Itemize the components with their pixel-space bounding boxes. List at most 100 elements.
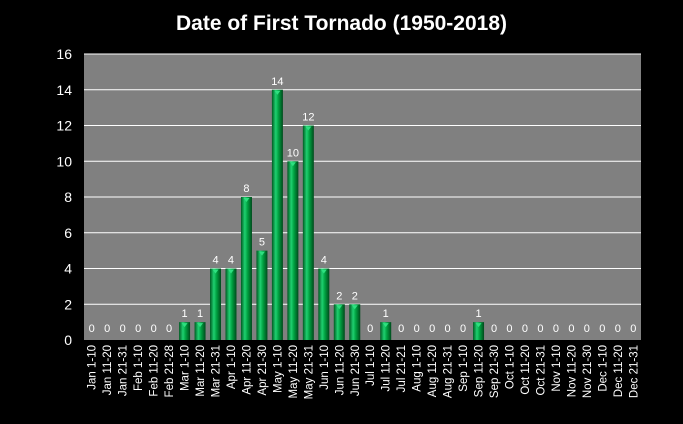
data-label: 12 (302, 112, 314, 124)
x-tick-label: Aug 21-31 (443, 345, 455, 398)
bar-cap (320, 269, 327, 274)
x-tick-label: Feb 1-10 (133, 345, 145, 391)
bar-cap (382, 323, 389, 328)
data-label: 0 (166, 323, 172, 335)
bar-cap (475, 323, 482, 328)
bar (333, 304, 345, 340)
x-tick-label: May 21-31 (303, 345, 315, 399)
bar (256, 250, 268, 340)
x-tick-label: Mar 21-31 (211, 345, 223, 397)
data-label: 0 (537, 323, 543, 335)
data-label: 1 (475, 308, 481, 320)
bar-cap (289, 162, 296, 167)
x-tick-label: Mar 1-10 (180, 345, 192, 391)
data-label: 5 (259, 237, 265, 249)
x-tick-label: Apr 21-30 (257, 345, 269, 396)
bar (349, 304, 361, 340)
x-tick-label: Jun 1-10 (319, 345, 331, 390)
x-tick-label: Jan 1-10 (87, 345, 99, 390)
x-tick-label: Jan 11-20 (102, 345, 114, 395)
data-label: 0 (599, 323, 605, 335)
x-tick-label: Dec 11-20 (613, 345, 625, 397)
data-label: 1 (197, 308, 203, 320)
bar (271, 89, 283, 340)
data-label: 2 (336, 290, 342, 302)
data-label: 4 (212, 255, 218, 267)
x-tick-label: Jul 11-20 (381, 345, 393, 391)
bar (240, 197, 252, 340)
data-label: 0 (584, 323, 590, 335)
data-label: 0 (522, 323, 528, 335)
data-label: 0 (367, 323, 373, 335)
bar-cap (274, 90, 281, 95)
x-tick-label: Dec 21-31 (628, 345, 640, 398)
bar-cap (305, 126, 312, 131)
x-tick-label: Feb 21-28 (164, 345, 176, 397)
bar (210, 268, 222, 340)
bar-cap (351, 305, 358, 310)
y-tick-label: 8 (64, 189, 72, 205)
y-tick-label: 6 (64, 225, 72, 241)
x-tick-label: Aug 11-20 (427, 345, 439, 397)
x-tick-label: Oct 21-31 (535, 345, 547, 396)
y-tick-label: 12 (56, 118, 72, 134)
y-tick-label: 0 (64, 332, 72, 348)
x-tick-label: Feb 11-20 (149, 345, 161, 397)
x-tick-label: Jan 21-31 (118, 345, 130, 396)
bar-cap (197, 323, 204, 328)
data-label: 14 (271, 76, 283, 88)
bar-cap (243, 198, 250, 202)
data-label: 0 (429, 323, 435, 335)
x-tick-label: Jun 21-30 (350, 345, 362, 396)
bar (225, 268, 237, 340)
data-label: 4 (321, 255, 327, 267)
x-tick-label: Aug 1-10 (412, 345, 424, 392)
y-tick-label: 2 (64, 296, 72, 312)
bar-cap (227, 269, 234, 274)
x-tick-label: May 1-10 (272, 345, 284, 393)
x-tick-label: Sep 11-20 (474, 345, 486, 397)
x-tick-label: Oct 11-20 (520, 345, 532, 395)
x-tick-label: Jul 1-10 (365, 345, 377, 386)
bar (302, 125, 314, 340)
x-tick-label: Jul 21-21 (396, 345, 408, 392)
data-label: 4 (228, 255, 234, 267)
x-tick-label: Sep 1-10 (458, 345, 470, 392)
bar (194, 322, 206, 340)
bar-cap (212, 269, 219, 274)
x-tick-label: May 11-20 (288, 345, 300, 398)
y-tick-label: 4 (64, 261, 72, 277)
x-tick-label: Dec 1-10 (597, 345, 609, 392)
data-label: 1 (182, 308, 188, 320)
chart-title: Date of First Tornado (1950-2018) (175, 12, 508, 35)
x-tick-label: Apr 11-20 (241, 345, 253, 395)
data-label: 0 (630, 323, 636, 335)
data-label: 0 (491, 323, 497, 335)
data-label: 0 (553, 323, 559, 335)
y-tick-label: 16 (56, 46, 72, 62)
data-label: 0 (398, 323, 404, 335)
x-tick-label: Nov 11-20 (566, 345, 578, 397)
bar (318, 268, 330, 340)
y-tick-label: 14 (56, 82, 72, 98)
data-label: 0 (506, 323, 512, 335)
bar (473, 322, 485, 340)
x-tick-label: Oct 1-10 (504, 345, 516, 389)
data-label: 0 (414, 323, 420, 335)
x-tick-label: Nov 1-10 (551, 345, 563, 392)
y-tick-label: 10 (56, 153, 72, 169)
bar (179, 322, 191, 340)
bar-cap (181, 323, 188, 328)
data-label: 0 (135, 323, 141, 335)
data-label: 0 (104, 323, 110, 335)
x-tick-label: Jun 11-20 (334, 345, 346, 395)
data-label: 0 (615, 323, 621, 335)
bar-cap (336, 305, 343, 310)
data-label: 10 (287, 147, 299, 159)
bar (287, 161, 299, 340)
data-label: 0 (568, 323, 574, 335)
data-label: 0 (120, 323, 126, 335)
data-label: 1 (383, 308, 389, 320)
x-tick-label: Nov 21-30 (582, 345, 594, 398)
